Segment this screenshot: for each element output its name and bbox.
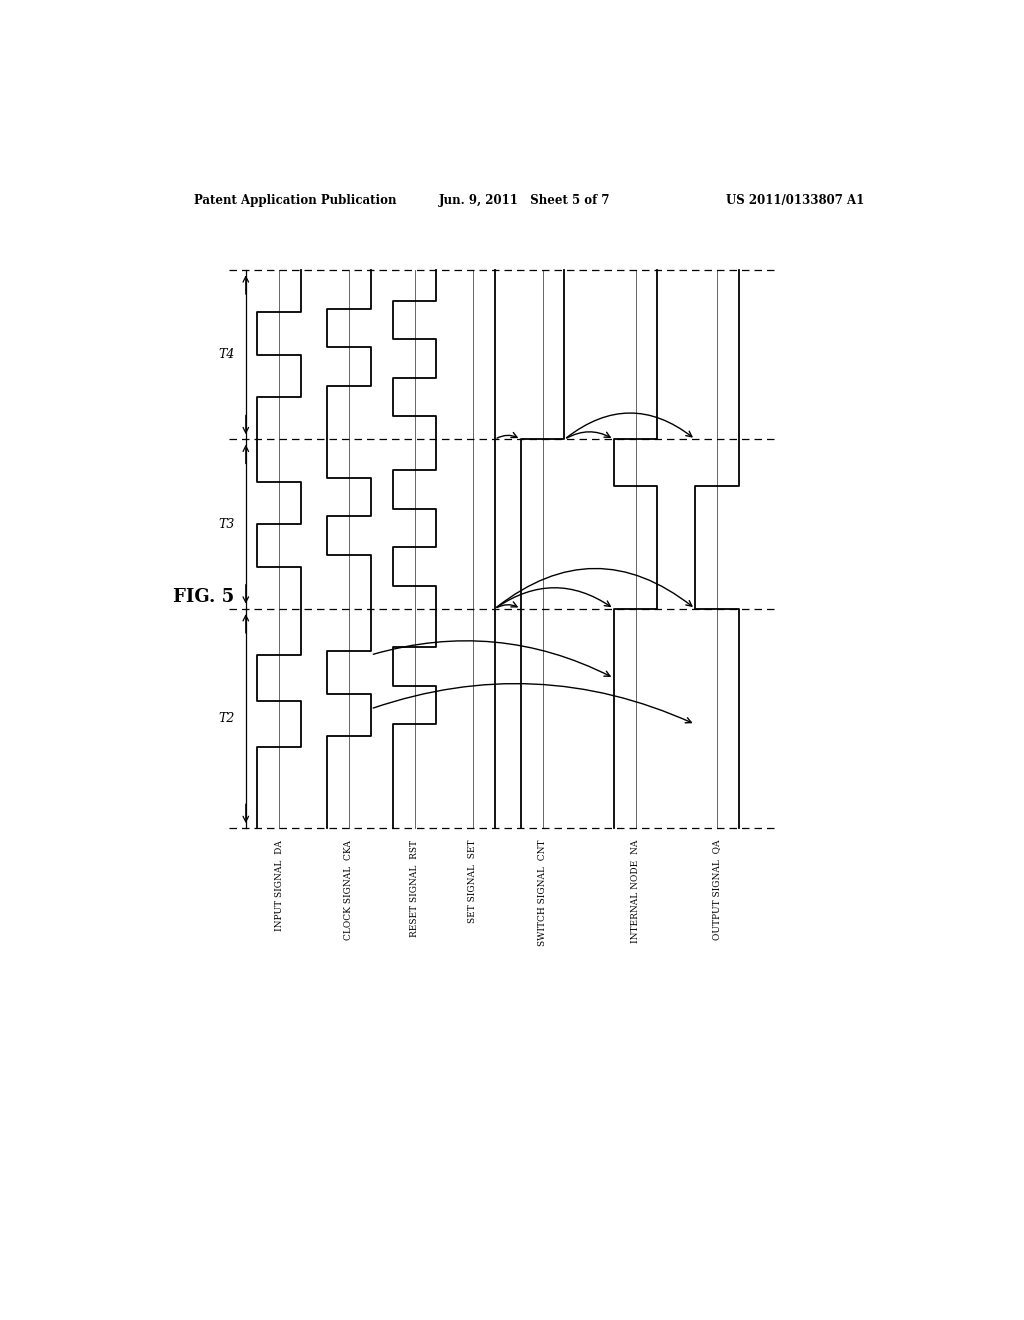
Text: FIG. 5: FIG. 5 [173, 589, 234, 606]
Text: Patent Application Publication: Patent Application Publication [194, 194, 396, 207]
Text: SWITCH SIGNAL  CNT: SWITCH SIGNAL CNT [539, 840, 547, 946]
Text: Jun. 9, 2011   Sheet 5 of 7: Jun. 9, 2011 Sheet 5 of 7 [439, 194, 610, 207]
Text: T3: T3 [218, 517, 234, 531]
Text: SET SIGNAL  SET: SET SIGNAL SET [468, 840, 477, 924]
Text: OUTPUT SIGNAL  QA: OUTPUT SIGNAL QA [713, 840, 722, 940]
Text: RESET SIGNAL  RST: RESET SIGNAL RST [411, 840, 419, 937]
Text: US 2011/0133807 A1: US 2011/0133807 A1 [726, 194, 864, 207]
Text: CLOCK SIGNAL  CKA: CLOCK SIGNAL CKA [344, 840, 353, 940]
Text: T4: T4 [218, 348, 234, 362]
Text: T2: T2 [218, 711, 234, 725]
Text: INTERNAL NODE  NA: INTERNAL NODE NA [631, 840, 640, 944]
Text: INPUT SIGNAL  DA: INPUT SIGNAL DA [274, 840, 284, 931]
